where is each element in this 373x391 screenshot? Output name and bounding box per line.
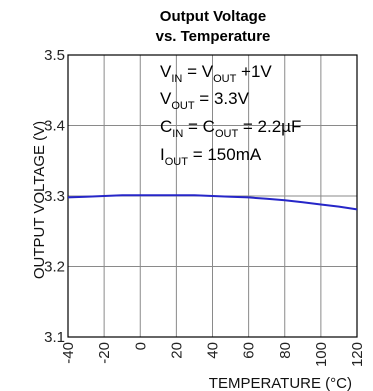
annotation-line: CIN = COUT = 2.2µF [160, 117, 301, 140]
x-tick-label: 0 [132, 342, 149, 350]
x-tick-label: -40 [60, 342, 77, 364]
y-tick-label: 3.5 [44, 47, 65, 64]
x-tick-label: -20 [96, 342, 113, 364]
chart-title-line1: Output Voltage [160, 8, 266, 25]
y-tick-label: 3.4 [44, 118, 65, 135]
chart-title-line2: vs. Temperature [156, 28, 271, 45]
x-tick-label: 80 [277, 342, 294, 359]
x-tick-label: 40 [205, 342, 222, 359]
series-lines [67, 194, 358, 211]
annotation-line: VOUT = 3.3V [160, 89, 250, 112]
y-tick-labels: 3.1 3.2 3.3 3.4 3.5 [44, 47, 65, 346]
x-tick-label: 120 [349, 342, 366, 367]
series-line [67, 194, 358, 211]
y-tick-label: 3.1 [44, 329, 65, 346]
annotation-line: VIN = VOUT +1V [160, 62, 272, 85]
y-tick-label: 3.3 [44, 188, 65, 205]
x-tick-label: 20 [168, 342, 185, 359]
x-tick-label: 60 [241, 342, 258, 359]
annotation-line: IOUT = 150mA [160, 145, 262, 168]
annotations: VIN = VOUT +1V VOUT = 3.3V CIN = COUT = 2.… [160, 62, 301, 168]
x-tick-label: 100 [313, 342, 330, 367]
x-tick-labels: -40 -20 0 20 40 60 80 100 120 [60, 342, 366, 367]
plot-frame [67, 54, 358, 338]
x-axis-label: TEMPERATURE (°C) [209, 375, 352, 391]
y-tick-label: 3.2 [44, 259, 65, 276]
y-axis-label: OUTPUT VOLTAGE (V) [31, 121, 48, 279]
